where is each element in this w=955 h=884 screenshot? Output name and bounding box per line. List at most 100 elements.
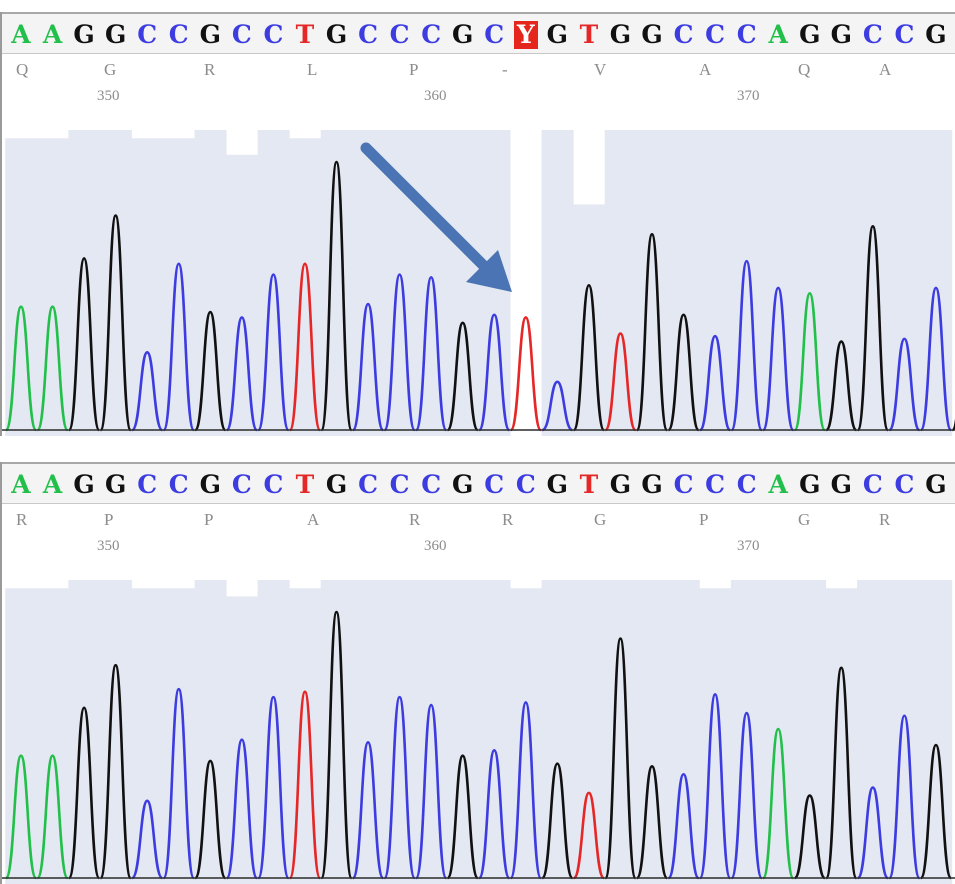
base-call: C xyxy=(736,20,757,49)
quality-bar xyxy=(762,130,795,436)
base-call: A xyxy=(768,470,788,499)
quality-bar xyxy=(730,580,763,884)
base-call: G xyxy=(452,20,474,49)
amino-acid-label: G xyxy=(594,510,607,529)
base-call: C xyxy=(862,20,883,49)
base-call: G xyxy=(830,20,852,49)
trace-peak-A xyxy=(793,292,827,432)
trace-peak-G xyxy=(604,637,637,880)
trace-peak-C xyxy=(130,799,164,880)
trace-peak-A xyxy=(36,754,69,880)
amino-acid-label: R xyxy=(502,510,514,529)
base-call: C xyxy=(421,470,442,499)
trace-peak-C xyxy=(162,262,196,432)
trace-peak-G xyxy=(320,160,353,432)
quality-bar xyxy=(920,580,953,884)
trace-peak-A xyxy=(4,305,38,432)
quality-bar xyxy=(352,130,385,436)
base-call: T xyxy=(295,20,315,49)
amino-acid-label: - xyxy=(502,60,508,79)
position-label: 370 xyxy=(737,538,760,554)
base-call: G xyxy=(104,20,127,49)
trace-peak-G xyxy=(635,764,669,880)
trace-peak-T xyxy=(572,791,606,880)
base-call: G xyxy=(641,20,663,49)
base-call: C xyxy=(894,470,915,499)
trace-peak-G xyxy=(446,321,479,432)
trace-peak-A xyxy=(761,727,795,880)
trace-peak-T xyxy=(509,316,543,432)
quality-bar xyxy=(162,138,196,436)
amino-acid-label: P xyxy=(204,510,214,529)
trace-peak-C xyxy=(257,273,290,432)
trace-peak-G xyxy=(99,214,132,432)
base-call: C xyxy=(231,20,252,49)
arrow-head xyxy=(466,250,512,292)
base-call: Y xyxy=(513,21,538,49)
base-call: C xyxy=(358,470,378,499)
trace-peak-A xyxy=(36,305,69,432)
base-call: T xyxy=(295,470,315,499)
trace-peak-G xyxy=(572,283,606,432)
trace-peak-C xyxy=(477,749,511,880)
trace-peak-C xyxy=(730,259,763,432)
trace-peak-G xyxy=(856,225,890,432)
base-call: G xyxy=(199,20,221,49)
trace-peak-C xyxy=(162,687,196,880)
base-call: A xyxy=(42,20,63,49)
trace-peak-T xyxy=(288,262,322,432)
trace-peak-G xyxy=(446,754,479,880)
trace-peak-G xyxy=(541,762,574,880)
base-call: C xyxy=(673,470,694,499)
quality-bar xyxy=(888,130,921,436)
quality-bar xyxy=(131,588,164,884)
base-call: C xyxy=(231,470,252,499)
quality-bar xyxy=(920,130,953,436)
trace-peak-C xyxy=(351,302,385,432)
quality-bar xyxy=(352,580,385,884)
base-call: G xyxy=(925,470,947,499)
trace-peak-G xyxy=(919,743,953,880)
quality-bar xyxy=(68,580,101,884)
base-call: T xyxy=(579,20,599,49)
base-call: C xyxy=(263,470,284,499)
quality-bar xyxy=(36,588,69,884)
quality-bar xyxy=(825,130,858,436)
base-call: G xyxy=(609,20,632,49)
trace-plot xyxy=(2,580,955,884)
trace-peak-C xyxy=(414,703,448,880)
base-call: G xyxy=(830,470,852,499)
amino-acid-label: P xyxy=(699,510,709,529)
quality-bar xyxy=(36,138,69,436)
trace-peak-C xyxy=(477,313,511,432)
trace-peak-C xyxy=(225,316,259,432)
quality-bar xyxy=(415,580,448,884)
trace-peak-C xyxy=(698,334,732,432)
amino-acid-label: L xyxy=(307,60,318,79)
base-call: C xyxy=(168,470,189,499)
base-call: G xyxy=(452,470,474,499)
amino-acid-label: P xyxy=(104,510,114,529)
trace-peak-C xyxy=(667,772,700,880)
trace-peak-G xyxy=(825,340,858,432)
trace-peak-G xyxy=(194,759,227,880)
trace-peak-A xyxy=(4,754,38,880)
base-call: C xyxy=(862,470,883,499)
position-label: 350 xyxy=(97,88,120,104)
base-call: C xyxy=(736,470,757,499)
base-call: G xyxy=(73,470,95,499)
base-call: C xyxy=(358,20,378,49)
quality-bar xyxy=(257,130,290,436)
trace-peak-C xyxy=(351,741,385,880)
arrow-shaft xyxy=(360,142,490,272)
trace-peak-T xyxy=(604,332,637,432)
base-call: G xyxy=(925,20,947,49)
amino-acid-label: R xyxy=(409,510,421,529)
amino-acid-label: R xyxy=(16,510,28,529)
base-call: G xyxy=(73,20,95,49)
quality-bar xyxy=(131,138,164,436)
quality-bar xyxy=(699,130,732,436)
trace-peak-C xyxy=(383,695,416,880)
trace-peak-G xyxy=(667,313,700,432)
